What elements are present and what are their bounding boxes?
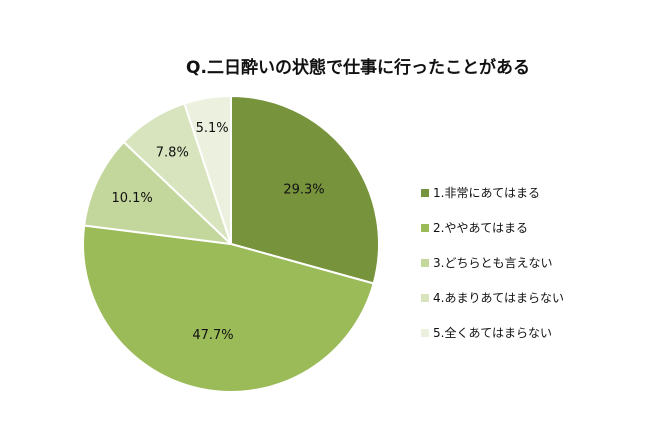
slice-value-label-2: 47.7% (192, 328, 233, 343)
chart-title: Q.二日酔いの状態で仕事に行ったことがある (186, 57, 530, 78)
pie-slice-1 (230, 94, 380, 285)
legend-swatch-3 (421, 259, 429, 267)
legend-swatch-2 (421, 224, 429, 232)
legend-swatch-1 (421, 189, 429, 197)
slice-value-label-5: 5.1% (196, 121, 229, 136)
legend-label-3: 3.どちらとも言えない (433, 256, 552, 270)
legend-label-4: 4.あまりあてはまらない (433, 291, 564, 305)
pie-slice-3 (83, 140, 234, 246)
pie-slices (82, 94, 380, 393)
legend-swatch-4 (421, 294, 429, 302)
slice-value-label-3: 10.1% (111, 191, 152, 206)
pie-slice-labels: 29.3% 47.7% 10.1% 7.8% 5.1% (111, 121, 324, 343)
legend-label-1: 1.非常にあてはまる (433, 186, 540, 200)
legend-label-5: 5.全くあてはまらない (433, 325, 552, 340)
legend: 1.非常にあてはまる 2.ややあてはまる 3.どちらとも言えない 4.あまりあてはまら… (421, 186, 564, 340)
pie-slice-5 (183, 94, 232, 245)
slice-value-label-1: 29.3% (283, 182, 324, 197)
legend-swatch-5 (421, 329, 429, 337)
slice-value-label-4: 7.8% (156, 146, 189, 161)
pie-slice-2 (82, 224, 375, 393)
legend-label-2: 2.ややあてはまる (433, 221, 528, 235)
